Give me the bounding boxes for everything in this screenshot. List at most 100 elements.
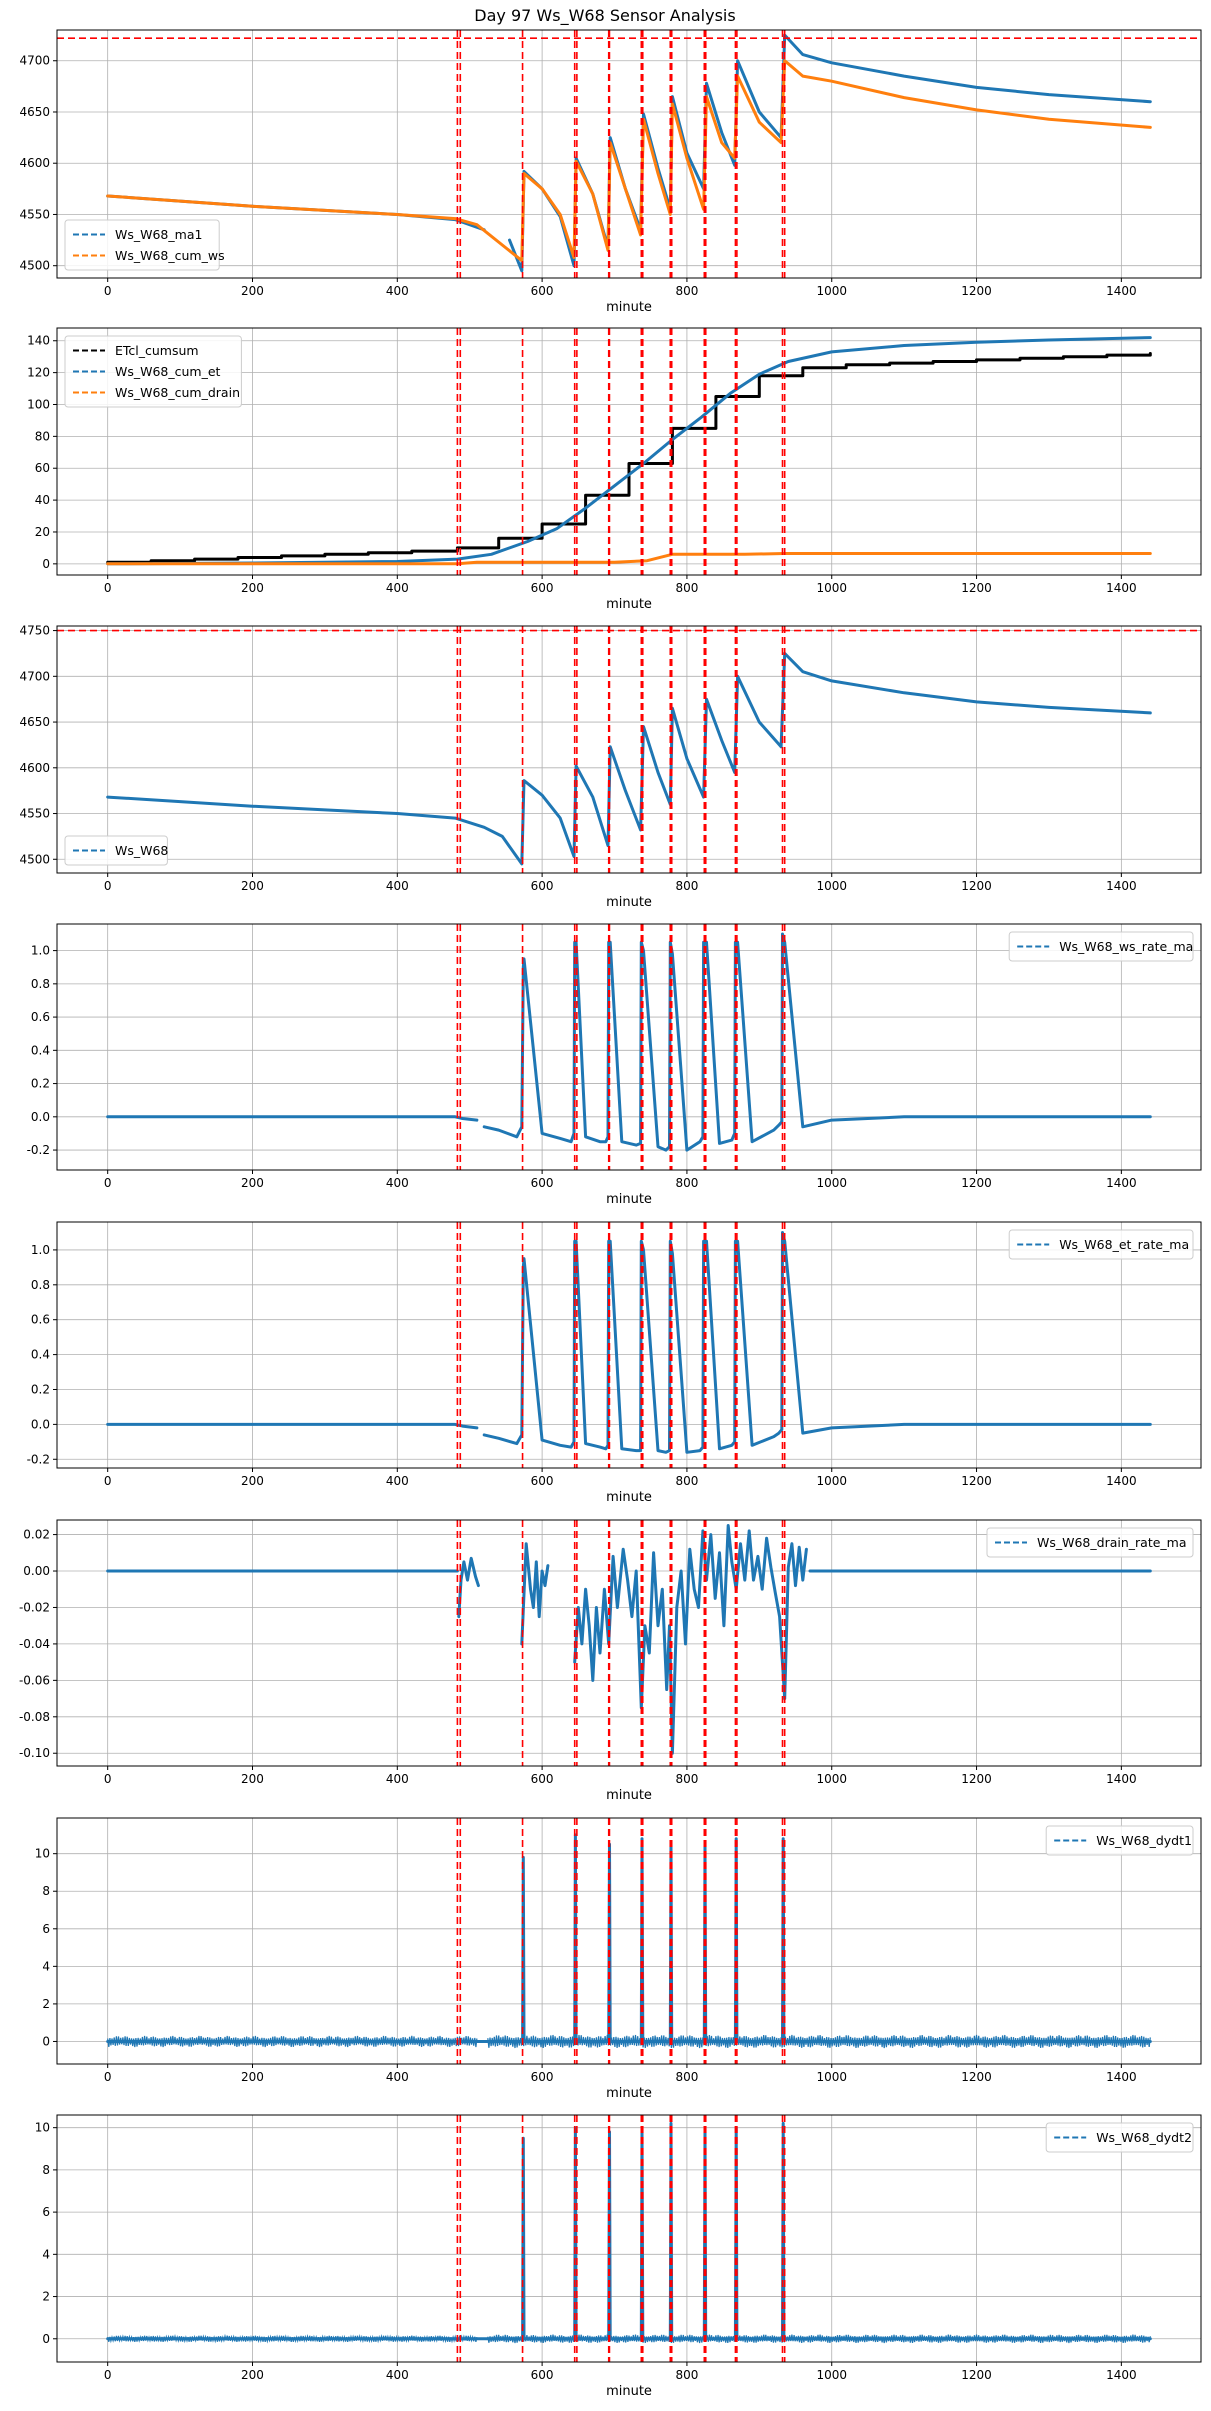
x-tick-label: 1000: [816, 2368, 847, 2382]
y-tick-label: -0.2: [27, 1143, 50, 1157]
y-tick-label: 0.6: [31, 1313, 50, 1327]
axes-frame: [56, 327, 1202, 576]
axes-frame: [56, 2114, 1202, 2363]
y-tick-label: 0: [42, 2332, 50, 2346]
x-tick-label: 1000: [816, 1772, 847, 1786]
legend-label: Ws_W68: [115, 843, 168, 858]
legend-box: [1008, 931, 1194, 962]
series-line: [106, 352, 1152, 564]
subplot-4: 0 200 400 600 800 1000 1200 1400 -0.2 0.0 0.2 0.4 0.…: [27, 923, 1202, 1207]
legend-label: Ws_W68_ws_rate_ma: [1059, 939, 1193, 954]
plot-area: [57, 626, 1201, 873]
y-tick-label: 140: [27, 334, 50, 348]
legend: Ws_W68_et_rate_ma: [1008, 1229, 1194, 1260]
y-tick-label: 6: [42, 1922, 50, 1936]
x-tick-label: 1000: [816, 879, 847, 893]
plot-area: [106, 1818, 1152, 2064]
x-tick-label: 800: [675, 284, 698, 298]
y-tick-label: 4500: [19, 852, 50, 866]
legend-box: [64, 835, 168, 866]
x-tick-label: 800: [675, 1772, 698, 1786]
series-line: [106, 1231, 1152, 1454]
axes-frame: [56, 1519, 1202, 1767]
x-axis-label: minute: [606, 1490, 652, 1505]
x-tick-label: 0: [104, 1176, 112, 1190]
y-tick-label: 40: [35, 493, 50, 507]
x-tick-label: 1200: [961, 1176, 992, 1190]
plot-area: [106, 328, 1152, 575]
x-tick-label: 600: [531, 1772, 554, 1786]
y-tick-label: 4750: [19, 624, 50, 638]
x-tick-label: 200: [241, 2368, 264, 2382]
legend: Ws_W68_ma1 Ws_W68_cum_ws: [64, 219, 225, 271]
series-line: [106, 336, 1152, 566]
y-tick-label: 10: [35, 1847, 50, 1861]
x-tick-label: 1200: [961, 1474, 992, 1488]
y-tick-label: 6: [42, 2205, 50, 2219]
x-tick-label: 600: [531, 581, 554, 595]
axes-frame: [56, 29, 1202, 279]
x-axis-label: minute: [606, 2086, 652, 2101]
x-axis-label: minute: [606, 895, 652, 910]
x-tick-label: 1000: [816, 1176, 847, 1190]
x-tick-label: 1200: [961, 581, 992, 595]
plot-area: [106, 2115, 1152, 2362]
x-tick-label: 1200: [961, 284, 992, 298]
x-axis-label: minute: [606, 1192, 652, 1207]
y-tick-label: 120: [27, 366, 50, 380]
y-tick-label: 8: [42, 2163, 50, 2177]
x-axis-label: minute: [606, 300, 652, 315]
y-tick-label: 60: [35, 461, 50, 475]
y-tick-label: 1.0: [31, 1243, 50, 1257]
figure-title: Day 97 Ws_W68 Sensor Analysis: [474, 6, 735, 26]
x-tick-label: 1200: [961, 2070, 992, 2084]
y-tick-label: 0.2: [31, 1382, 50, 1396]
subplot-7: 0 200 400 600 800 1000 1200 1400 0 2 4 6 8 10 minute Ws…: [35, 1817, 1202, 2101]
subplot-6: 0 200 400 600 800 1000 1200 1400 -0.10 -0.08 -0.06…: [19, 1519, 1202, 1803]
y-tick-label: 0.0: [31, 1110, 50, 1124]
y-tick-label: 4: [42, 1959, 50, 1973]
y-tick-label: 0.0: [31, 1417, 50, 1431]
subplot-2: 0 200 400 600 800 1000 1200 1400 0 20 40 60 80 100 120…: [27, 327, 1202, 612]
legend: ETcl_cumsum Ws_W68_cum_et Ws_W68_cum_drain: [64, 335, 242, 408]
plot-area: [106, 1520, 1152, 1766]
x-tick-label: 1400: [1106, 581, 1137, 595]
x-tick-label: 200: [241, 879, 264, 893]
x-tick-label: 600: [531, 1176, 554, 1190]
x-tick-label: 1400: [1106, 1772, 1137, 1786]
x-tick-label: 1400: [1106, 879, 1137, 893]
y-tick-label: 100: [27, 397, 50, 411]
x-axis-label: minute: [606, 597, 652, 612]
y-tick-label: -0.04: [19, 1637, 50, 1651]
y-tick-label: 0.4: [31, 1348, 50, 1362]
legend-label: Ws_W68_dydt1: [1096, 1833, 1192, 1848]
axes-frame: [56, 1817, 1202, 2065]
legend-box: [1045, 1825, 1194, 1856]
x-tick-label: 400: [386, 1474, 409, 1488]
legend-label: Ws_W68_dydt2: [1096, 2130, 1192, 2145]
subplot-1: 0 200 400 600 800 1000 1200 1400 4500 4550 4600 465…: [19, 29, 1202, 315]
legend: Ws_W68: [64, 835, 168, 866]
y-tick-label: 8: [42, 1884, 50, 1898]
x-tick-label: 200: [241, 1176, 264, 1190]
x-tick-label: 0: [104, 2368, 112, 2382]
series-line: [106, 1524, 1152, 1755]
axes-frame: [56, 1221, 1202, 1469]
legend-label: Ws_W68_cum_ws: [115, 248, 225, 263]
x-tick-label: 1200: [961, 2368, 992, 2382]
x-tick-label: 400: [386, 2368, 409, 2382]
legend-label: Ws_W68_ma1: [115, 227, 202, 242]
x-tick-label: 400: [386, 2070, 409, 2084]
x-tick-label: 1200: [961, 1772, 992, 1786]
x-tick-label: 0: [104, 879, 112, 893]
legend: Ws_W68_drain_rate_ma: [986, 1527, 1194, 1558]
y-tick-label: -0.06: [19, 1673, 50, 1687]
x-tick-label: 600: [531, 2070, 554, 2084]
x-tick-label: 800: [675, 2070, 698, 2084]
y-tick-label: 20: [35, 525, 50, 539]
y-tick-label: 4700: [19, 54, 50, 68]
x-tick-label: 800: [675, 1474, 698, 1488]
series-line: [106, 651, 1152, 866]
y-tick-label: 4600: [19, 761, 50, 775]
y-tick-label: 4500: [19, 259, 50, 273]
